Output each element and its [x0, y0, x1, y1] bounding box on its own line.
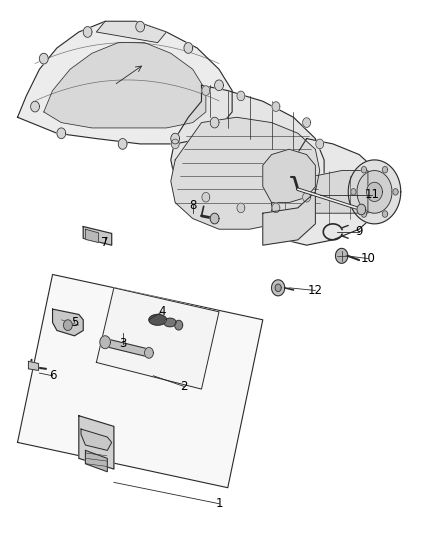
Text: 7: 7: [101, 236, 109, 249]
Polygon shape: [31, 101, 39, 112]
Polygon shape: [357, 204, 366, 215]
Text: 3: 3: [119, 337, 126, 350]
Polygon shape: [171, 117, 320, 229]
Polygon shape: [79, 416, 114, 469]
Polygon shape: [393, 189, 398, 195]
Polygon shape: [85, 229, 99, 243]
Text: 4: 4: [158, 305, 166, 318]
Polygon shape: [215, 80, 223, 91]
Polygon shape: [382, 211, 388, 217]
Polygon shape: [184, 43, 193, 53]
Polygon shape: [367, 182, 382, 201]
Polygon shape: [57, 128, 66, 139]
Polygon shape: [336, 248, 348, 263]
Polygon shape: [237, 203, 245, 213]
Polygon shape: [316, 139, 324, 149]
Polygon shape: [145, 348, 153, 358]
Polygon shape: [303, 118, 311, 127]
Polygon shape: [202, 86, 210, 95]
Polygon shape: [28, 361, 39, 370]
Polygon shape: [210, 213, 219, 224]
Polygon shape: [237, 91, 245, 101]
Polygon shape: [272, 203, 280, 213]
Polygon shape: [272, 139, 381, 245]
Polygon shape: [351, 189, 356, 195]
Polygon shape: [171, 85, 324, 213]
Polygon shape: [275, 284, 281, 292]
Text: 12: 12: [308, 284, 323, 297]
Polygon shape: [85, 450, 107, 472]
Polygon shape: [361, 166, 367, 173]
Polygon shape: [18, 274, 263, 488]
Polygon shape: [39, 53, 48, 64]
Polygon shape: [171, 139, 179, 149]
Text: 6: 6: [49, 369, 57, 382]
Polygon shape: [136, 21, 145, 32]
Polygon shape: [44, 43, 206, 128]
Polygon shape: [81, 429, 112, 450]
Text: 9: 9: [355, 225, 363, 238]
Polygon shape: [361, 211, 367, 217]
Polygon shape: [315, 171, 368, 213]
Text: 8: 8: [189, 199, 196, 212]
Polygon shape: [118, 139, 127, 149]
Polygon shape: [202, 192, 210, 202]
Polygon shape: [83, 27, 92, 37]
Polygon shape: [348, 160, 401, 224]
Polygon shape: [357, 171, 392, 213]
Text: 1: 1: [215, 497, 223, 510]
Polygon shape: [100, 336, 110, 349]
Polygon shape: [64, 320, 72, 330]
Polygon shape: [18, 21, 232, 144]
Polygon shape: [263, 149, 315, 203]
Text: 10: 10: [360, 252, 375, 265]
Polygon shape: [149, 314, 166, 325]
Polygon shape: [382, 166, 388, 173]
Polygon shape: [53, 309, 83, 336]
Polygon shape: [303, 192, 311, 202]
Polygon shape: [83, 227, 112, 245]
Polygon shape: [210, 117, 219, 128]
Polygon shape: [105, 338, 149, 357]
Text: 11: 11: [365, 188, 380, 201]
Text: 5: 5: [71, 316, 78, 329]
Polygon shape: [171, 133, 180, 144]
Polygon shape: [175, 320, 183, 330]
Polygon shape: [96, 288, 219, 389]
Text: 2: 2: [180, 380, 188, 393]
Polygon shape: [272, 280, 285, 296]
Polygon shape: [272, 102, 280, 111]
Polygon shape: [164, 318, 176, 327]
Polygon shape: [263, 192, 315, 245]
Polygon shape: [96, 21, 166, 43]
